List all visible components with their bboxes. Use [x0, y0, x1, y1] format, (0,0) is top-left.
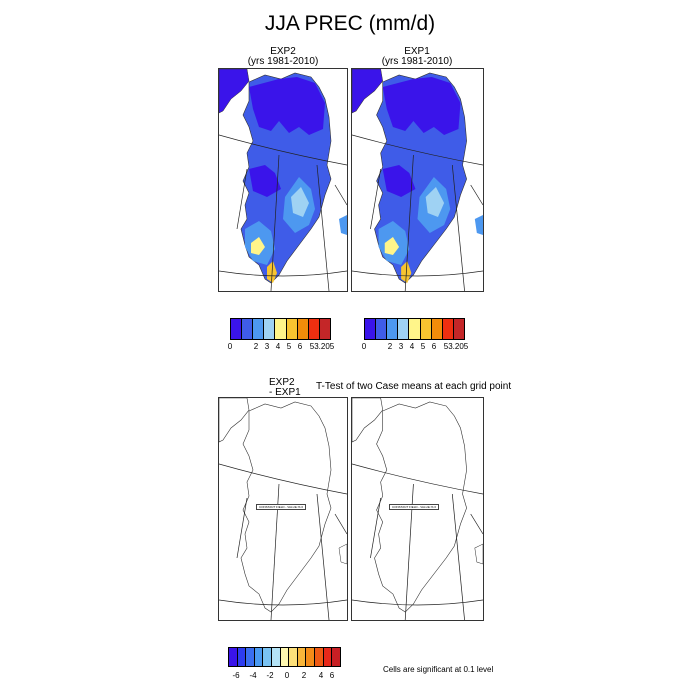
colorbar-swatch: [229, 648, 238, 666]
precip-colorbar-right-ticks: 0 2 3 4 5 6 53.205: [361, 342, 468, 352]
map-panel-ttest: CONSTANT FIELD - VALUE IS 0: [351, 397, 484, 621]
tick-label: -2: [266, 671, 274, 680]
panel-title-exp2: EXP2 (yrs 1981-2010): [219, 47, 347, 67]
precip-colorbar-left-ticks: 0 2 3 4 5 6 53.205: [227, 342, 334, 352]
colorbar-swatch: [453, 319, 464, 339]
precip-map-exp1: [352, 69, 483, 291]
figure-title: JJA PREC (mm/d): [264, 12, 436, 35]
panel-title-exp1: EXP1 (yrs 1981-2010): [352, 47, 482, 67]
diff-title-line1: EXP2: [269, 377, 295, 388]
colorbar-swatch: [420, 319, 432, 339]
diff-panel-title: EXP2 - EXP1: [269, 378, 301, 398]
ttest-map: [352, 398, 483, 620]
precip-map-exp2: [219, 69, 347, 291]
colorbar-swatch: [264, 319, 276, 339]
tick-label: 4: [275, 342, 281, 351]
difference-colorbar: [228, 647, 341, 667]
tick-label: 4: [318, 671, 324, 680]
tick-label: 0: [361, 342, 367, 351]
colorbar-swatch: [323, 648, 333, 666]
tick-label: -4: [249, 671, 257, 680]
colorbar-swatch: [297, 648, 307, 666]
difference-colorbar-ticks: -6 -4 -2 0 2 4 6: [228, 671, 339, 681]
colorbar-swatch: [253, 319, 265, 339]
panel-exp2-name: EXP2: [270, 46, 296, 57]
tick-label: 3: [398, 342, 404, 351]
ttest-title: T-Test of two Case means at each grid po…: [316, 381, 512, 392]
tick-label: -6: [232, 671, 240, 680]
colorbar-swatch: [387, 319, 399, 339]
colorbar-swatch: [246, 648, 255, 666]
panel-exp1-name: EXP1: [404, 46, 430, 57]
colorbar-swatch: [319, 319, 330, 339]
colorbar-swatch: [308, 319, 320, 339]
panel-exp1-years: (yrs 1981-2010): [381, 56, 453, 67]
colorbar-swatch: [409, 319, 421, 339]
tick-label: 2: [253, 342, 259, 351]
tick-label: 0: [227, 342, 233, 351]
colorbar-swatch: [231, 319, 243, 339]
colorbar-swatch: [286, 319, 298, 339]
colorbar-swatch: [398, 319, 410, 339]
tick-label: 2: [301, 671, 307, 680]
tick-label: 53.205: [443, 342, 469, 351]
colorbar-swatch: [315, 648, 324, 666]
tick-label: 4: [409, 342, 415, 351]
colorbar-swatch: [431, 319, 443, 339]
tick-label: 2: [387, 342, 393, 351]
tick-label: 5: [286, 342, 292, 351]
colorbar-swatch: [275, 319, 287, 339]
tick-label: 6: [297, 342, 303, 351]
precip-colorbar-right: [364, 318, 465, 340]
colorbar-swatch: [254, 648, 264, 666]
difference-map: [219, 398, 347, 620]
tick-label: 6: [431, 342, 437, 351]
panel-exp2-years: (yrs 1981-2010): [247, 56, 319, 67]
colorbar-swatch: [280, 648, 290, 666]
colorbar-swatch: [376, 319, 388, 339]
colorbar-swatch: [237, 648, 247, 666]
colorbar-swatch: [272, 648, 281, 666]
colorbar-swatch: [297, 319, 309, 339]
colorbar-swatch: [289, 648, 298, 666]
map-panel-diff: CONSTANT FIELD - VALUE IS 0: [218, 397, 348, 621]
colorbar-swatch: [332, 648, 340, 666]
map-panel-exp2: [218, 68, 348, 292]
colorbar-swatch: [306, 648, 316, 666]
tick-label: 0: [284, 671, 290, 680]
colorbar-swatch: [263, 648, 273, 666]
diff-title-line2: - EXP1: [269, 387, 301, 398]
colorbar-swatch: [365, 319, 377, 339]
constant-field-label: CONSTANT FIELD - VALUE IS 0: [256, 504, 307, 510]
tick-label: 6: [329, 671, 335, 680]
precip-colorbar-left: [230, 318, 331, 340]
tick-label: 3: [264, 342, 270, 351]
constant-field-label: CONSTANT FIELD - VALUE IS 0: [389, 504, 440, 510]
tick-label: 53.205: [309, 342, 335, 351]
colorbar-swatch: [442, 319, 454, 339]
tick-label: 5: [420, 342, 426, 351]
colorbar-swatch: [242, 319, 254, 339]
significance-note: Cells are significant at 0.1 level: [383, 665, 494, 674]
map-panel-exp1: [351, 68, 484, 292]
